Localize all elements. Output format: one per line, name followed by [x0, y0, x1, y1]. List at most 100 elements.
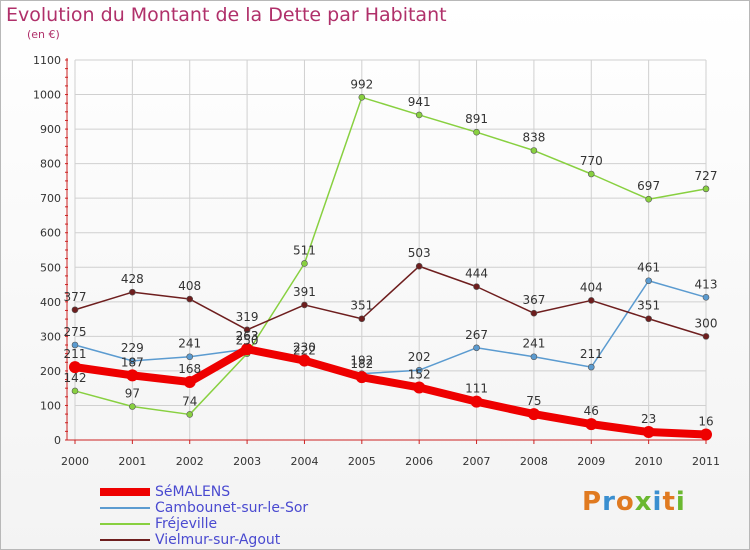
- data-point-cambounet-sur-le-sor: [129, 357, 136, 365]
- data-point-fr-jeville: [71, 387, 79, 395]
- data-point-s-malens: [69, 361, 81, 374]
- data-point-vielmur-sur-agout: [415, 262, 423, 270]
- data-label-vielmur-sur-agout: 351: [350, 299, 373, 313]
- data-label-vielmur-sur-agout: 444: [465, 267, 488, 281]
- data-point-s-malens: [298, 354, 311, 367]
- data-label-s-malens: 16: [698, 414, 713, 428]
- y-tick-label: 600: [40, 227, 61, 240]
- data-point-cambounet-sur-le-sor: [186, 353, 194, 361]
- data-label-vielmur-sur-agout: 503: [408, 246, 431, 260]
- legend-swatch: [100, 539, 150, 541]
- data-label-fr-jeville: 941: [408, 95, 431, 109]
- data-point-vielmur-sur-agout: [71, 306, 79, 314]
- y-tick-label: 400: [40, 296, 61, 309]
- data-point-cambounet-sur-le-sor: [530, 353, 538, 361]
- y-tick-label: 0: [54, 434, 61, 447]
- line-chart: 0 100 200 300 400 500 600 700 800 900 1000 1100 2000…: [33, 54, 720, 468]
- legend-label: Cambounet-sur-le-Sor: [155, 500, 309, 516]
- data-label-vielmur-sur-agout: 377: [64, 290, 87, 304]
- data-point-cambounet-sur-le-sor: [71, 341, 79, 349]
- data-point-vielmur-sur-agout: [301, 301, 308, 309]
- data-label-cambounet-sur-le-sor: 222: [293, 343, 316, 357]
- data-label-s-malens: 46: [584, 404, 599, 418]
- y-tick-label: 1000: [33, 89, 61, 102]
- series-line-cambounet-sur-le-sor: [74, 279, 707, 375]
- logo-letter: i: [652, 487, 663, 517]
- data-point-vielmur-sur-agout: [645, 315, 652, 323]
- data-label-fr-jeville: 97: [125, 386, 140, 400]
- data-label-fr-jeville: 992: [350, 77, 373, 91]
- x-tick-label: 2000: [61, 455, 89, 468]
- data-point-vielmur-sur-agout: [129, 288, 136, 296]
- data-label-s-malens: 23: [641, 412, 656, 426]
- data-point-fr-jeville: [473, 128, 480, 136]
- data-label-vielmur-sur-agout: 404: [580, 280, 603, 294]
- data-label-s-malens: 152: [408, 367, 431, 381]
- data-label-s-malens: 168: [178, 362, 201, 376]
- series-line-fr-jeville: [74, 96, 707, 416]
- x-tick-label: 2009: [577, 455, 605, 468]
- data-point-s-malens: [642, 426, 655, 439]
- data-label-cambounet-sur-le-sor: 275: [64, 325, 87, 339]
- y-tick-label: 900: [40, 123, 61, 136]
- data-label-fr-jeville: 511: [293, 243, 316, 257]
- data-point-cambounet-sur-le-sor: [645, 277, 652, 285]
- x-tick-label: 2004: [290, 455, 318, 468]
- y-tick-label: 100: [40, 399, 61, 412]
- data-label-s-malens: 182: [350, 357, 373, 371]
- data-point-cambounet-sur-le-sor: [587, 363, 595, 371]
- data-point-fr-jeville: [301, 260, 308, 267]
- y-tick-label: 200: [40, 365, 61, 378]
- series-line-vielmur-sur-agout: [74, 265, 707, 338]
- data-point-s-malens: [183, 375, 196, 388]
- y-tick-label: 300: [40, 330, 61, 343]
- data-label-fr-jeville: 142: [64, 371, 87, 385]
- data-label-s-malens: 263: [236, 329, 259, 343]
- data-point-s-malens: [527, 408, 540, 421]
- logo-letter: x: [634, 487, 653, 517]
- data-label-s-malens: 230: [293, 341, 316, 355]
- data-point-cambounet-sur-le-sor: [415, 366, 423, 374]
- data-label-cambounet-sur-le-sor: 229: [121, 341, 144, 355]
- x-tick-label: 2001: [118, 455, 146, 468]
- data-label-cambounet-sur-le-sor: 263: [236, 329, 259, 343]
- data-label-cambounet-sur-le-sor: 192: [350, 354, 373, 368]
- x-tick-label: 2010: [635, 455, 663, 468]
- data-point-s-malens: [700, 428, 712, 441]
- legend-swatch: [100, 507, 150, 509]
- logo-letter: t: [662, 487, 676, 517]
- data-label-s-malens: 111: [465, 382, 488, 396]
- data-point-s-malens: [241, 343, 254, 356]
- data-label-fr-jeville: 838: [522, 131, 545, 145]
- data-label-vielmur-sur-agout: 319: [236, 310, 259, 324]
- data-label-fr-jeville: 74: [182, 394, 197, 408]
- data-label-s-malens: 211: [64, 347, 87, 361]
- data-label-cambounet-sur-le-sor: 241: [178, 337, 201, 351]
- data-point-vielmur-sur-agout: [530, 309, 538, 317]
- data-point-s-malens: [126, 369, 139, 382]
- data-point-s-malens: [470, 395, 483, 408]
- data-point-s-malens: [585, 418, 598, 431]
- y-tick-label: 1100: [33, 54, 61, 67]
- data-labels: 211 187 168 263 230 182 152 111 75 46 23 16 275 229 24…: [64, 77, 718, 428]
- chart-title: Evolution du Montant de la Dette par Hab…: [6, 4, 447, 26]
- data-point-cambounet-sur-le-sor: [702, 294, 710, 301]
- data-point-fr-jeville: [702, 185, 710, 193]
- proxiti-logo: Proxiti: [582, 487, 686, 517]
- series-lines: [69, 94, 712, 441]
- data-point-fr-jeville: [587, 170, 595, 178]
- data-label-vielmur-sur-agout: 351: [637, 299, 660, 313]
- chart-subtitle: (en €): [27, 28, 60, 41]
- data-label-vielmur-sur-agout: 408: [178, 279, 201, 293]
- data-point-fr-jeville: [530, 147, 538, 154]
- legend-label: Fréjeville: [155, 516, 218, 532]
- series-line-s-malens: [71, 345, 710, 439]
- data-point-vielmur-sur-agout: [243, 326, 251, 334]
- data-point-fr-jeville: [129, 403, 136, 410]
- x-tick-label: 2008: [520, 455, 548, 468]
- data-label-vielmur-sur-agout: 367: [522, 293, 545, 307]
- data-label-cambounet-sur-le-sor: 211: [580, 347, 603, 361]
- x-tick-label: 2006: [405, 455, 433, 468]
- logo-letter: r: [602, 487, 616, 517]
